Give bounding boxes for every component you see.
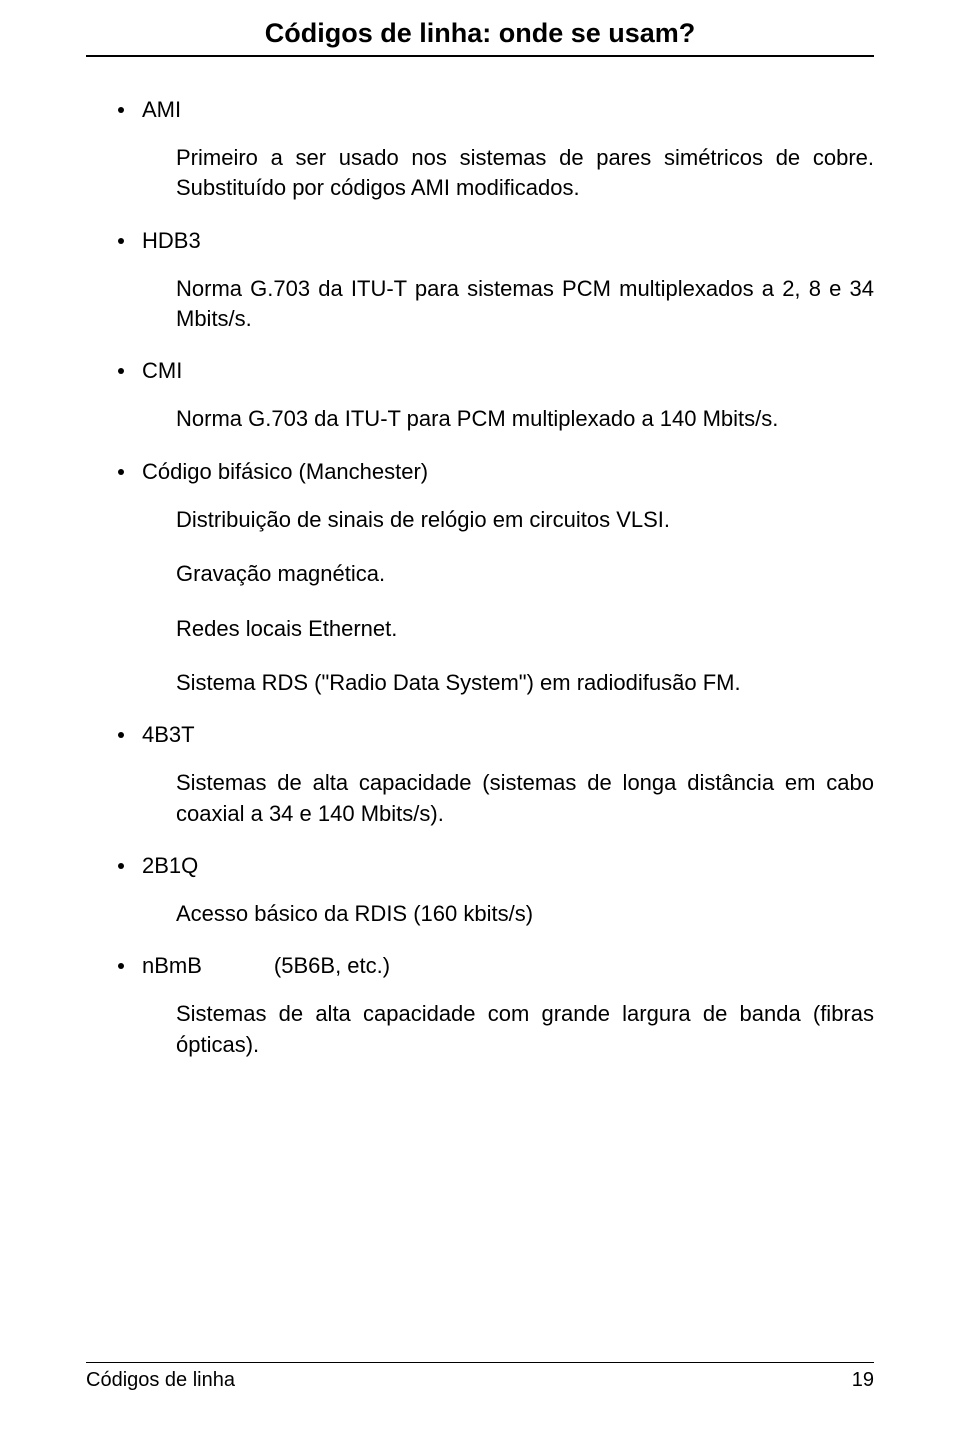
bullet-icon	[118, 732, 124, 738]
section-ami-heading: AMI	[86, 97, 874, 123]
section-manchester-line4: Sistema RDS ("Radio Data System") em rad…	[176, 668, 874, 698]
bullet-icon	[118, 863, 124, 869]
section-nbmb-heading: nBmB (5B6B, etc.)	[86, 953, 874, 979]
bullet-icon	[118, 963, 124, 969]
section-4b3t-text: Sistemas de alta capacidade (sistemas de…	[176, 768, 874, 829]
footer-page-number: 19	[852, 1369, 874, 1392]
bullet-icon	[118, 469, 124, 475]
heading-label: nBmB	[142, 953, 202, 979]
heading-label: 4B3T	[142, 722, 195, 748]
section-cmi-text: Norma G.703 da ITU-T para PCM multiplexa…	[176, 404, 874, 434]
section-ami-text: Primeiro a ser usado nos sistemas de par…	[176, 143, 874, 204]
heading-label: Código bifásico (Manchester)	[142, 459, 428, 485]
section-manchester-line3: Redes locais Ethernet.	[176, 614, 874, 644]
heading-label: 2B1Q	[142, 853, 198, 879]
section-nbmb-text: Sistemas de alta capacidade com grande l…	[176, 999, 874, 1060]
section-manchester-heading: Código bifásico (Manchester)	[86, 459, 874, 485]
section-hdb3-heading: HDB3	[86, 228, 874, 254]
section-manchester-line2: Gravação magnética.	[176, 559, 874, 589]
footer-left: Códigos de linha	[86, 1369, 235, 1392]
bullet-icon	[118, 238, 124, 244]
section-2b1q-text: Acesso básico da RDIS (160 kbits/s)	[176, 899, 874, 929]
page: Códigos de linha: onde se usam? AMI Prim…	[0, 0, 960, 1432]
bullet-icon	[118, 368, 124, 374]
page-footer: Códigos de linha 19	[86, 1362, 874, 1392]
heading-label: HDB3	[142, 228, 201, 254]
page-title: Códigos de linha: onde se usam?	[86, 18, 874, 57]
section-2b1q-heading: 2B1Q	[86, 853, 874, 879]
heading-extra: (5B6B, etc.)	[274, 953, 390, 979]
section-cmi-heading: CMI	[86, 358, 874, 384]
section-hdb3-text: Norma G.703 da ITU-T para sistemas PCM m…	[176, 274, 874, 335]
section-4b3t-heading: 4B3T	[86, 722, 874, 748]
heading-label: CMI	[142, 358, 182, 384]
section-manchester-line1: Distribuição de sinais de relógio em cir…	[176, 505, 874, 535]
heading-label: AMI	[142, 97, 181, 123]
bullet-icon	[118, 107, 124, 113]
